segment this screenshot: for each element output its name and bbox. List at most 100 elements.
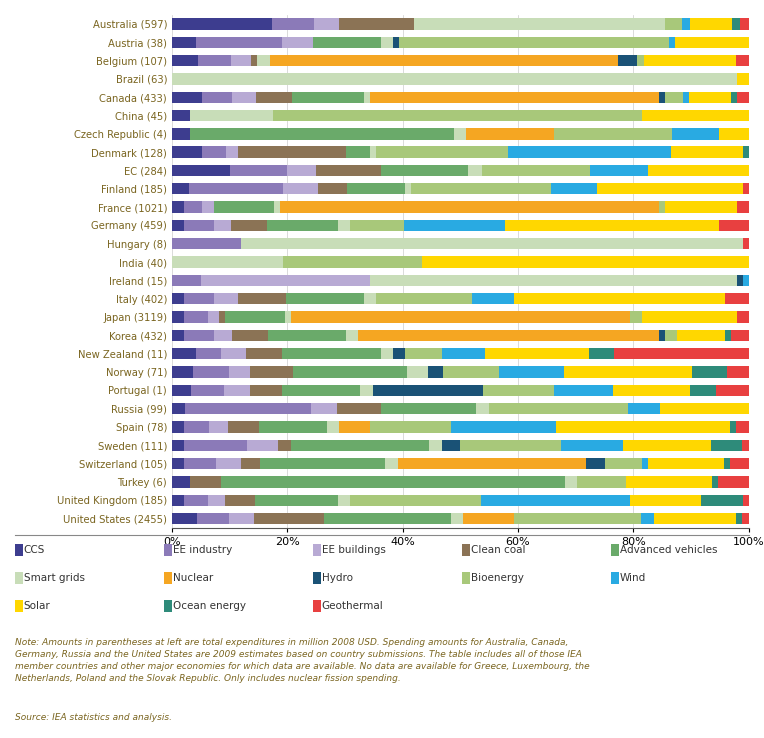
Bar: [172, 55, 198, 66]
Bar: [630, 494, 701, 506]
Bar: [405, 348, 442, 359]
Bar: [577, 476, 626, 488]
Text: Bioenergy: Bioenergy: [471, 573, 523, 583]
Bar: [254, 513, 324, 524]
Bar: [339, 18, 414, 30]
Bar: [442, 366, 500, 378]
Bar: [712, 476, 718, 488]
Bar: [730, 330, 749, 341]
Bar: [285, 311, 291, 323]
Bar: [172, 73, 737, 85]
Bar: [659, 330, 665, 341]
Bar: [743, 513, 749, 524]
Bar: [172, 275, 201, 286]
Bar: [376, 293, 472, 304]
Bar: [202, 201, 214, 213]
Bar: [172, 238, 241, 249]
Bar: [191, 384, 224, 396]
Bar: [219, 311, 225, 323]
Bar: [347, 183, 405, 194]
Bar: [172, 201, 184, 213]
Bar: [564, 366, 691, 378]
Bar: [184, 201, 202, 213]
Bar: [630, 311, 642, 323]
Bar: [371, 92, 659, 103]
Text: Note: Amounts in parentheses at left are total expenditures in million 2008 USD.: Note: Amounts in parentheses at left are…: [15, 638, 590, 683]
Bar: [232, 92, 256, 103]
Bar: [604, 458, 642, 469]
Bar: [189, 183, 283, 194]
Bar: [226, 146, 238, 158]
Bar: [649, 458, 724, 469]
Bar: [561, 440, 623, 451]
Bar: [172, 293, 184, 304]
Bar: [688, 92, 730, 103]
Bar: [286, 293, 364, 304]
Bar: [316, 165, 381, 176]
Bar: [514, 513, 641, 524]
Bar: [272, 18, 314, 30]
Bar: [455, 128, 466, 139]
Bar: [489, 403, 628, 414]
Bar: [461, 440, 561, 451]
Bar: [172, 37, 196, 48]
Bar: [245, 348, 283, 359]
Bar: [358, 330, 659, 341]
Bar: [671, 146, 743, 158]
Bar: [257, 55, 270, 66]
Bar: [214, 293, 238, 304]
Bar: [229, 165, 287, 176]
Bar: [190, 476, 221, 488]
Bar: [466, 128, 555, 139]
Bar: [701, 494, 743, 506]
Bar: [736, 55, 749, 66]
Bar: [681, 18, 690, 30]
Bar: [730, 421, 736, 432]
Bar: [500, 366, 564, 378]
Bar: [505, 220, 719, 231]
Bar: [660, 403, 749, 414]
Bar: [642, 311, 736, 323]
Bar: [682, 92, 688, 103]
Bar: [451, 513, 464, 524]
Bar: [464, 513, 514, 524]
Bar: [193, 366, 229, 378]
Bar: [282, 384, 360, 396]
Bar: [637, 55, 644, 66]
Bar: [380, 348, 393, 359]
Bar: [283, 348, 380, 359]
Bar: [327, 421, 339, 432]
Bar: [251, 55, 257, 66]
Bar: [185, 403, 312, 414]
Bar: [251, 366, 293, 378]
Bar: [267, 220, 338, 231]
Bar: [743, 440, 749, 451]
Bar: [231, 220, 267, 231]
Bar: [691, 366, 727, 378]
Bar: [241, 458, 260, 469]
Bar: [472, 293, 514, 304]
Bar: [725, 330, 730, 341]
Bar: [385, 458, 397, 469]
Bar: [172, 256, 283, 268]
Bar: [339, 421, 371, 432]
Bar: [201, 275, 370, 286]
Bar: [172, 348, 196, 359]
Bar: [198, 55, 231, 66]
Text: Hydro: Hydro: [322, 573, 353, 583]
Bar: [399, 37, 669, 48]
Bar: [172, 494, 184, 506]
Text: Clean coal: Clean coal: [471, 545, 526, 555]
Bar: [189, 128, 455, 139]
Bar: [360, 384, 373, 396]
Bar: [628, 403, 660, 414]
Bar: [381, 403, 476, 414]
Bar: [724, 458, 730, 469]
Bar: [189, 110, 273, 121]
Bar: [727, 366, 749, 378]
Bar: [393, 348, 405, 359]
Bar: [292, 92, 364, 103]
Bar: [172, 458, 184, 469]
Bar: [597, 183, 743, 194]
Bar: [719, 220, 749, 231]
